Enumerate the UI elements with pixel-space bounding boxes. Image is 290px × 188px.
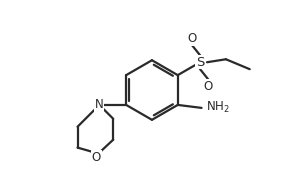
Text: O: O xyxy=(92,151,101,164)
Text: NH$_2$: NH$_2$ xyxy=(206,100,229,115)
Text: O: O xyxy=(188,32,197,45)
Text: O: O xyxy=(203,80,213,92)
Text: S: S xyxy=(196,56,204,69)
Text: N: N xyxy=(95,99,104,111)
